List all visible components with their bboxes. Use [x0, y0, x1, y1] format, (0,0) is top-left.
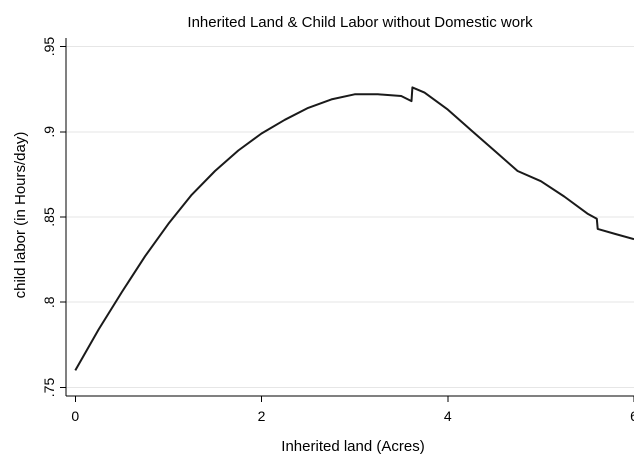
series-layer	[74, 86, 634, 371]
y-tick-label: .85	[41, 207, 57, 227]
x-tick-label: 6	[630, 408, 634, 424]
x-tick-label: 4	[444, 408, 452, 424]
series-line	[74, 86, 634, 371]
y-tick-label: .9	[41, 126, 57, 138]
y-tick-label: .8	[41, 296, 57, 308]
x-tick-label: 0	[71, 408, 79, 424]
x-axis-ticks: 0 2 4 6	[71, 396, 634, 424]
x-tick-label: 2	[258, 408, 266, 424]
chart-title: Inherited Land & Child Labor without Dom…	[187, 14, 533, 31]
y-tick-label: .75	[41, 378, 57, 398]
grid-lines	[66, 46, 634, 388]
x-axis-title: Inherited land (Acres)	[281, 438, 424, 455]
y-axis-title: child labor (in Hours/day)	[12, 132, 29, 299]
y-axis-ticks: .75 .8 .85 .9 .95	[41, 37, 66, 398]
y-tick-label: .95	[41, 37, 57, 57]
